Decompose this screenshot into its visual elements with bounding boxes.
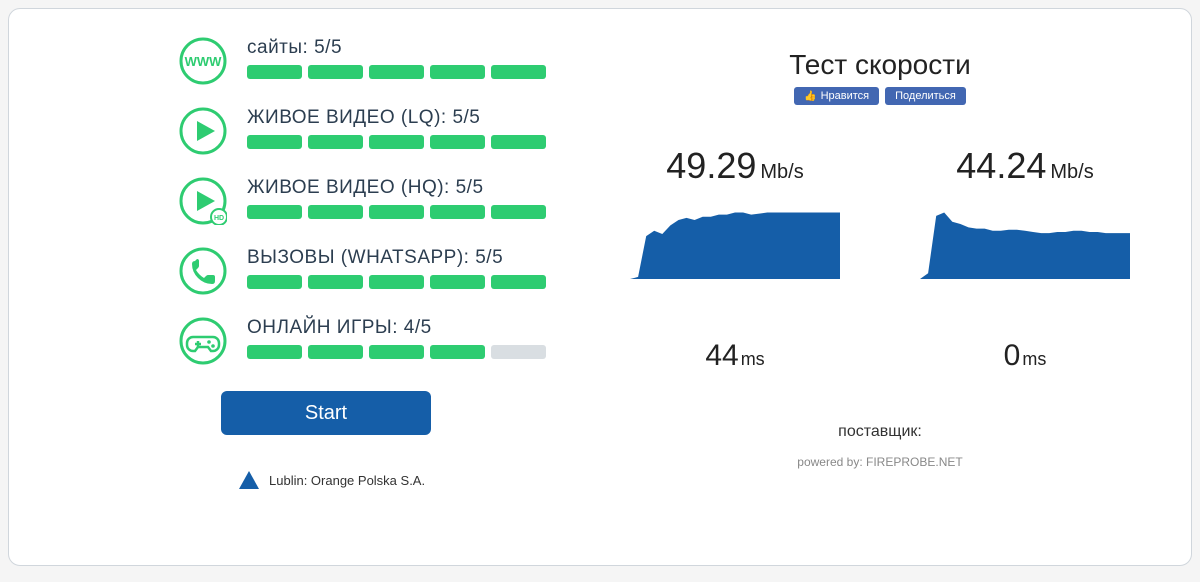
ping-unit: ms (741, 349, 765, 369)
supplier-label: поставщик: (838, 423, 922, 441)
score-bar (491, 135, 546, 149)
upload-value: 44.24 (956, 145, 1046, 186)
score-bar (491, 205, 546, 219)
speedtest-card: WWW сайты: 5/5 ЖИВОЕ ВИДЕО (LQ): 5/5 HD ЖИ… (8, 8, 1192, 566)
metric-row: HD ЖИВОЕ ВИДЕО (HQ): 5/5 (169, 177, 549, 219)
ping-value: 44 (705, 339, 738, 372)
playhd-icon: HD (179, 177, 227, 225)
metric-body: ОНЛАЙН ИГРЫ: 4/5 (247, 317, 546, 359)
score-bar (369, 135, 424, 149)
metric-label: ОНЛАЙН ИГРЫ: 4/5 (247, 317, 546, 339)
score-bar (430, 135, 485, 149)
score-bar (430, 205, 485, 219)
metric-label: сайты: 5/5 (247, 37, 546, 59)
score-bar (247, 135, 302, 149)
provider-marker-icon (239, 471, 259, 489)
svg-text:WWW: WWW (185, 54, 223, 69)
metric-row: ОНЛАЙН ИГРЫ: 4/5 (169, 317, 549, 359)
score-bar (308, 65, 363, 79)
upload-cell: 44.24Mb/s (910, 145, 1140, 279)
game-icon (179, 317, 227, 365)
jitter-unit: ms (1022, 349, 1046, 369)
score-bar (430, 275, 485, 289)
score-bar (247, 65, 302, 79)
powered-prefix: powered by: (797, 455, 866, 469)
quality-panel: WWW сайты: 5/5 ЖИВОЕ ВИДЕО (LQ): 5/5 HD ЖИ… (9, 9, 569, 565)
score-bars (247, 275, 546, 289)
score-bar (491, 275, 546, 289)
download-unit: Mb/s (760, 161, 803, 183)
provider-row: Lublin: Orange Polska S.A. (239, 471, 549, 489)
share-label: Поделиться (895, 90, 956, 102)
metric-row: WWW сайты: 5/5 (169, 37, 549, 79)
metric-row: ВЫЗОВЫ (WHATSAPP): 5/5 (169, 247, 549, 289)
metric-label: ЖИВОЕ ВИДЕО (HQ): 5/5 (247, 177, 546, 199)
metric-body: ЖИВОЕ ВИДЕО (LQ): 5/5 (247, 107, 546, 149)
upload-unit: Mb/s (1050, 161, 1093, 183)
jitter-cell: 0ms (910, 339, 1140, 373)
score-bar (247, 275, 302, 289)
score-bar (491, 65, 546, 79)
share-button[interactable]: Поделиться (885, 87, 966, 105)
score-bar (491, 345, 546, 359)
upload-chart (920, 209, 1130, 279)
score-bar (308, 205, 363, 219)
ping-cell: 44ms (620, 339, 850, 373)
score-bar (247, 205, 302, 219)
play-icon (179, 107, 227, 155)
score-bar (308, 275, 363, 289)
jitter-value: 0 (1004, 339, 1021, 372)
score-bar (308, 345, 363, 359)
score-bar (369, 345, 424, 359)
powered-link[interactable]: FIREPROBE.NET (866, 455, 963, 469)
score-bars (247, 135, 546, 149)
social-bar: 👍 Нравится Поделиться (794, 87, 966, 105)
score-bars (247, 205, 546, 219)
like-label: Нравится (821, 90, 870, 102)
metric-body: ЖИВОЕ ВИДЕО (HQ): 5/5 (247, 177, 546, 219)
powered-by: powered by: FIREPROBE.NET (797, 455, 962, 469)
download-value: 49.29 (666, 145, 756, 186)
metric-label: ЖИВОЕ ВИДЕО (LQ): 5/5 (247, 107, 546, 129)
thumbs-up-icon: 👍 (804, 91, 816, 102)
metric-body: сайты: 5/5 (247, 37, 546, 79)
metric-label: ВЫЗОВЫ (WHATSAPP): 5/5 (247, 247, 546, 269)
score-bar (430, 65, 485, 79)
like-button[interactable]: 👍 Нравится (794, 87, 879, 105)
results-panel: Тест скорости 👍 Нравится Поделиться 49.2… (569, 9, 1191, 565)
score-bar (308, 135, 363, 149)
score-bar (369, 65, 424, 79)
download-chart (630, 209, 840, 279)
page-title: Тест скорости (789, 49, 970, 81)
www-icon: WWW (179, 37, 227, 85)
start-button[interactable]: Start (221, 391, 431, 435)
score-bar (369, 205, 424, 219)
score-bars (247, 65, 546, 79)
download-cell: 49.29Mb/s (620, 145, 850, 279)
score-bar (430, 345, 485, 359)
metric-body: ВЫЗОВЫ (WHATSAPP): 5/5 (247, 247, 546, 289)
speed-grid: 49.29Mb/s 44.24Mb/s 44ms 0ms (620, 145, 1140, 373)
phone-icon (179, 247, 227, 295)
svg-text:HD: HD (214, 215, 224, 222)
metric-row: ЖИВОЕ ВИДЕО (LQ): 5/5 (169, 107, 549, 149)
score-bar (247, 345, 302, 359)
score-bar (369, 275, 424, 289)
provider-label: Lublin: Orange Polska S.A. (269, 473, 425, 488)
score-bars (247, 345, 546, 359)
